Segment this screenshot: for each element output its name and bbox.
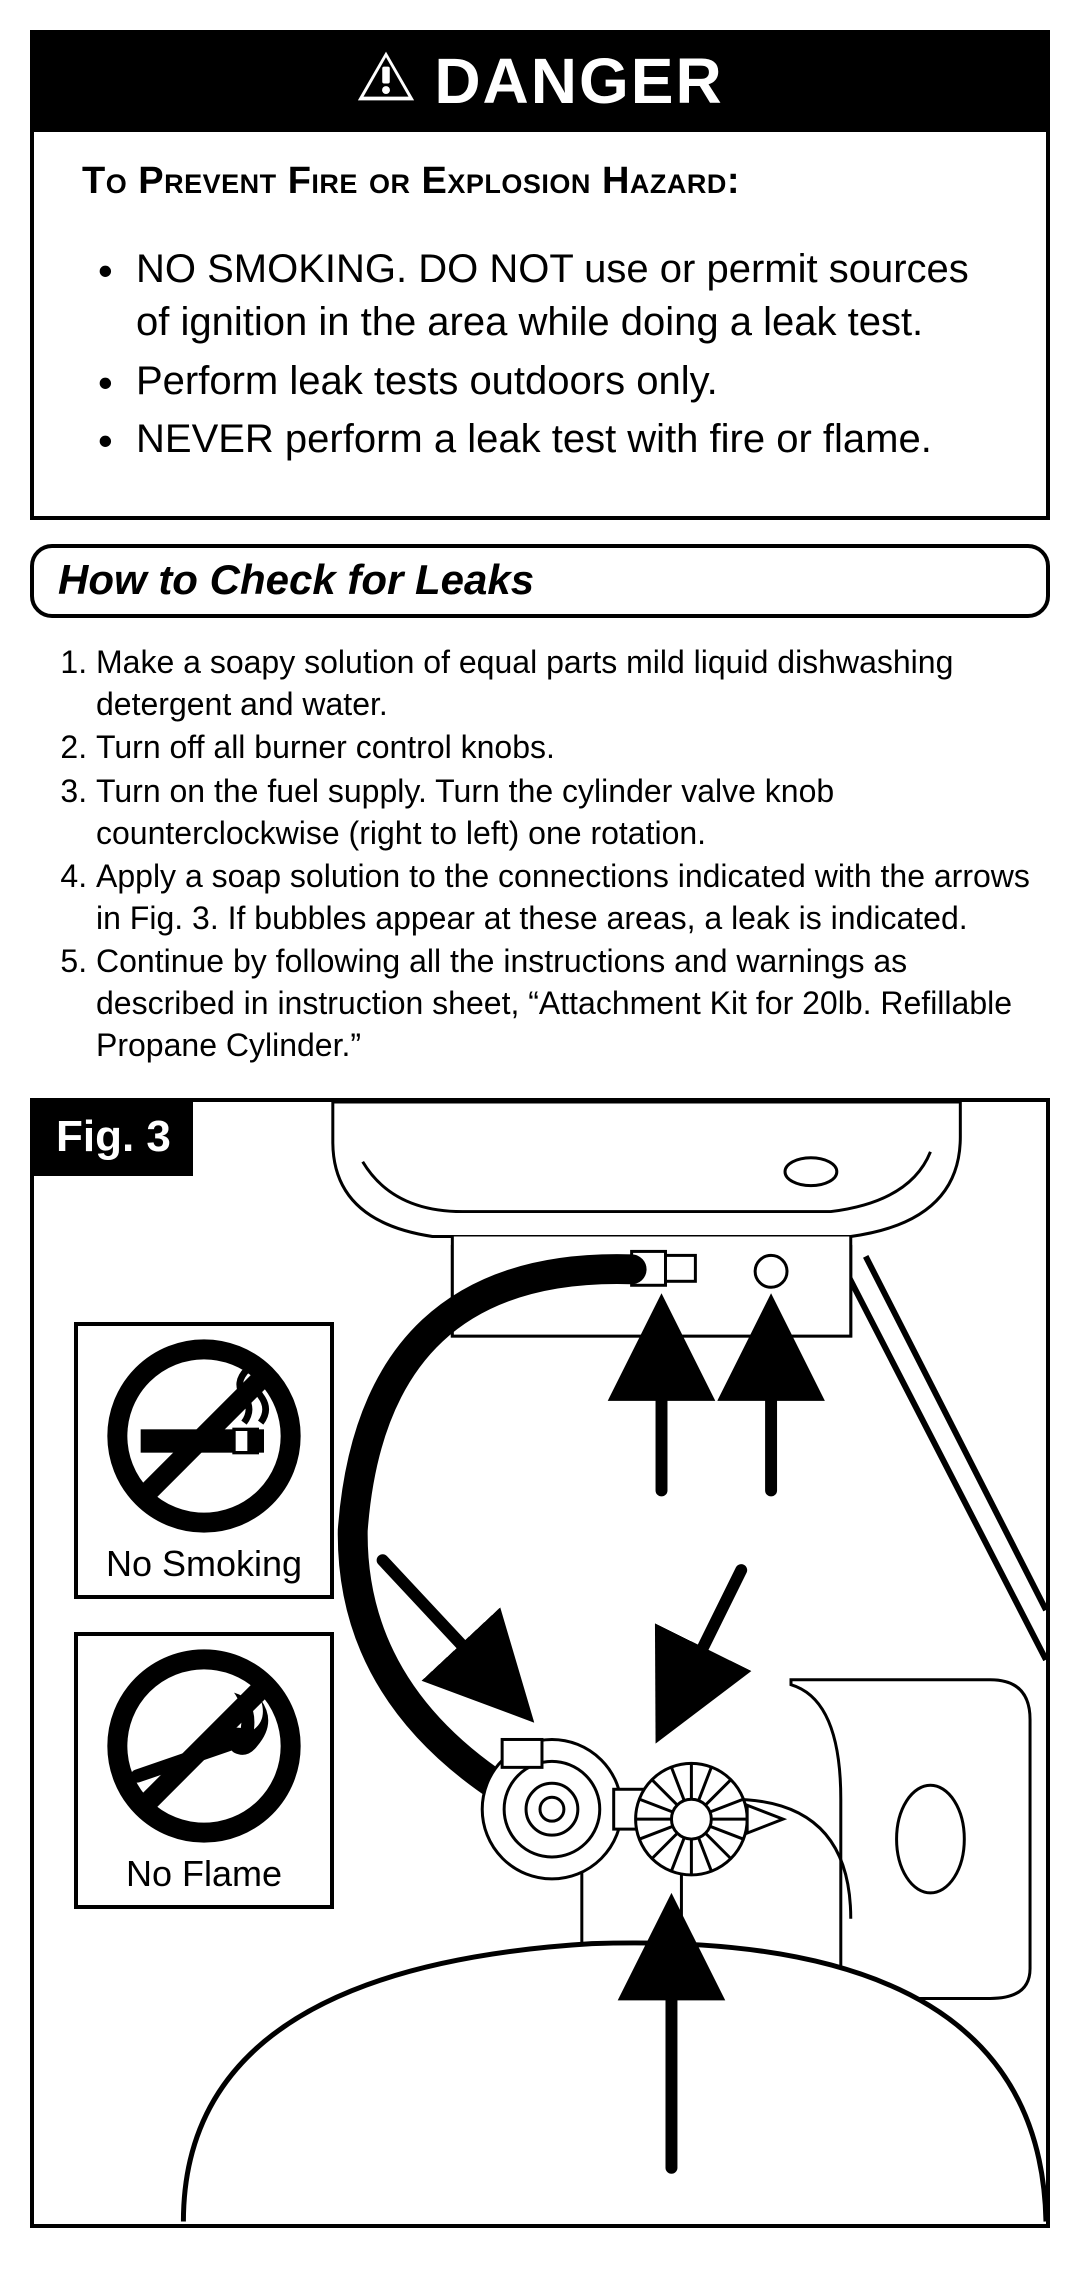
step-item: Turn off all burner control knobs.	[96, 727, 1040, 769]
figure-3: Fig. 3	[30, 1098, 1050, 2228]
danger-bullet: NO SMOKING. DO NOT use or permit sources…	[136, 243, 998, 349]
no-flame-sign: No Flame	[74, 1632, 334, 1909]
no-smoking-caption: No Smoking	[78, 1543, 330, 1595]
danger-callout: DANGER To Prevent Fire or Explosion Haza…	[30, 30, 1050, 520]
step-item: Continue by following all the instructio…	[96, 941, 1040, 1066]
danger-bullet: Perform leak tests outdoors only.	[136, 355, 998, 408]
no-flame-caption: No Flame	[78, 1853, 330, 1905]
steps-list: Make a soapy solution of equal parts mil…	[30, 642, 1050, 1068]
figure-label: Fig. 3	[34, 1102, 193, 1176]
danger-body: To Prevent Fire or Explosion Hazard: NO …	[34, 132, 1046, 516]
step-item: Make a soapy solution of equal parts mil…	[96, 642, 1040, 725]
warning-triangle-icon	[356, 44, 416, 118]
danger-bullet: NEVER perform a leak test with fire or f…	[136, 413, 998, 466]
no-flame-icon	[78, 1636, 330, 1853]
section-title: How to Check for Leaks	[30, 544, 1050, 618]
danger-subhead: To Prevent Fire or Explosion Hazard:	[82, 160, 998, 203]
step-item: Apply a soap solution to the connections…	[96, 856, 1040, 939]
danger-header-text: DANGER	[434, 44, 723, 118]
danger-bullet-list: NO SMOKING. DO NOT use or permit sources…	[82, 243, 998, 466]
no-smoking-icon	[78, 1326, 330, 1543]
no-smoking-sign: No Smoking	[74, 1322, 334, 1599]
step-item: Turn on the fuel supply. Turn the cylind…	[96, 771, 1040, 854]
danger-header: DANGER	[34, 34, 1046, 132]
